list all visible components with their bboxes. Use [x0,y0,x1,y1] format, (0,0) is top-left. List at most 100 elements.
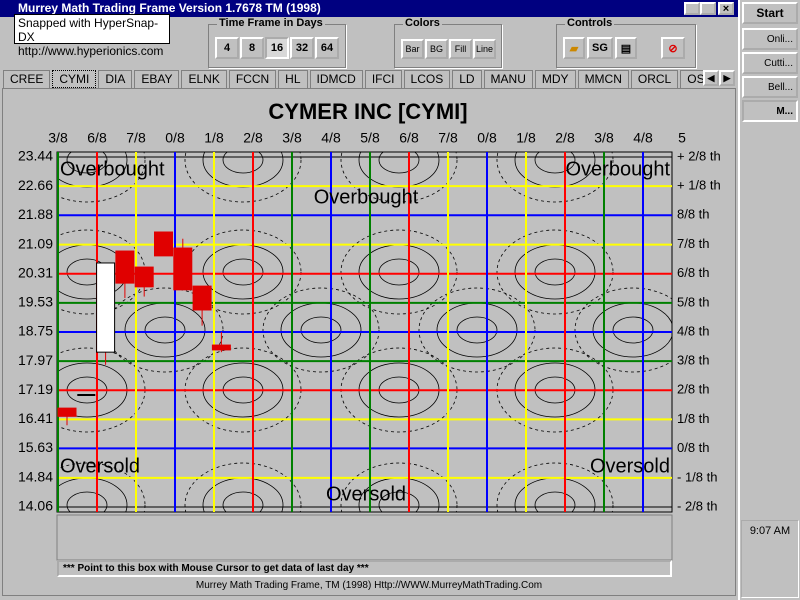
spacer [675,515,735,553]
candle-body [192,285,212,311]
top-label: 0/8 [477,130,497,146]
decoration [57,152,672,512]
color-button[interactable]: Bar [401,39,424,59]
timeframe-button[interactable]: 8 [240,37,264,59]
y-tick-label: 14.06 [18,498,53,514]
candle-body [115,250,135,284]
gann-circle [418,287,536,373]
snap-note-line: http://www.hyperionics.com [18,44,164,58]
status-box[interactable]: *** Point to this box with Mouse Cursor … [57,560,672,577]
tab[interactable]: ELNK [181,70,227,88]
color-button[interactable]: Fill [449,39,472,59]
window-title: Murrey Math Trading Frame Version 1.7678… [18,1,321,15]
task-item[interactable]: Cutti... [742,52,798,74]
gann-circle [378,258,420,286]
group-title: Controls [565,17,615,29]
start-button[interactable]: Start [742,2,798,24]
tab[interactable]: IDMCD [309,70,363,88]
tab[interactable]: EBAY [134,70,180,88]
timeframe-button[interactable]: 4 [215,37,239,59]
y-tick-label: 21.88 [18,206,53,222]
tab[interactable]: IFCI [364,70,402,88]
tab[interactable]: LCOS [403,70,451,88]
gann-circle [574,287,672,373]
zone-label: Oversold [60,455,140,477]
tab[interactable]: OSTE [680,70,703,88]
gann-circle [340,229,458,315]
gann-circle [184,462,302,512]
gann-circle [340,462,458,512]
candles [57,231,231,426]
tab[interactable]: ORCL [630,70,679,88]
stop-button[interactable]: ⊘ [661,37,685,59]
right-label: 7/8 th [677,236,710,251]
sg-button[interactable]: SG [587,37,613,59]
top-label: 7/8 [126,130,146,146]
tab-left[interactable]: ◀ [703,70,719,86]
gann-circle [66,491,108,512]
close-button[interactable]: × [718,2,734,15]
right-label: 4/8 th [677,323,710,338]
y-tick-label: 23.44 [18,148,53,164]
task-item[interactable]: Bell... [742,76,798,98]
right-label: 6/8 th [677,265,710,280]
gann-circle [222,258,264,286]
gann-circle [496,229,614,315]
top-label: 3/8 [48,130,68,146]
gann-circle [340,152,458,203]
y-tick-label: 14.84 [18,469,53,485]
color-button[interactable]: BG [425,39,448,59]
top-label: 1/8 [204,130,224,146]
chart-frame [2,88,736,596]
maximize-button[interactable] [700,2,716,15]
tab[interactable]: MMCN [577,70,629,88]
tab[interactable]: LD [452,70,482,88]
tab[interactable]: HL [278,70,308,88]
gann-circle [66,152,108,174]
top-label: 6/8 [399,130,419,146]
top-label: 5 [678,130,686,146]
tab-right[interactable]: ▶ [719,70,735,86]
right-label: - 1/8 th [677,469,717,484]
candle-body [57,407,77,417]
tab[interactable]: MDY [534,70,576,88]
timeframe-button[interactable]: 32 [290,37,314,59]
labels: 23.44 + 2/8 th 22.66 + 1/8 th 21.88 8/8 th 21.… [18,130,721,555]
color-button[interactable]: Line [473,39,496,59]
date-box [56,514,673,561]
candle-body [134,266,154,288]
gann-circle [57,152,146,203]
tray: 9:07 AM [741,520,799,598]
print-button[interactable]: ▤ [615,37,637,59]
right-label: 8/8 th [677,207,710,222]
gann-circle [144,316,186,344]
controls-group: Controls ▰ SG ▤ ⊘ [556,17,696,68]
timeframe-group: Time Frame in Days 4 8 16 32 64 [208,17,346,68]
y-tick-label: 15.63 [18,439,53,455]
tab[interactable]: CYMI [52,70,97,88]
tab[interactable]: DIA [98,70,133,88]
tab[interactable]: FCCN [228,70,277,88]
tab[interactable]: CREE [3,70,51,88]
right-label: - 2/8 th [677,498,717,513]
zone-label: Oversold [590,455,670,477]
gann-circle [222,491,264,512]
right-label: + 1/8 th [677,178,721,193]
title-bar: Murrey Math Trading Frame Version 1.7678… [0,0,738,17]
right-label: 3/8 th [677,353,710,368]
tab-strip: CREE CYMI DIA EBAY ELNK FCCN HL IDMCD IFCI LCOS LD… [3,70,703,88]
start-label: Start [756,6,784,20]
task-item[interactable]: Onli... [742,28,798,50]
top-label: 4/8 [633,130,653,146]
gann-circle [456,316,498,344]
timeframe-button[interactable]: 16 [265,37,289,59]
timeframe-button[interactable]: 64 [315,37,339,59]
open-button[interactable]: ▰ [563,37,585,59]
minimize-button[interactable] [684,2,700,15]
tab[interactable]: MANU [483,70,533,88]
task-item[interactable]: M... [742,100,798,122]
y-tick-label: 17.97 [18,352,53,368]
top-label: 2/8 [555,130,575,146]
gann-circle [612,316,654,344]
top-label: 3/8 [594,130,614,146]
